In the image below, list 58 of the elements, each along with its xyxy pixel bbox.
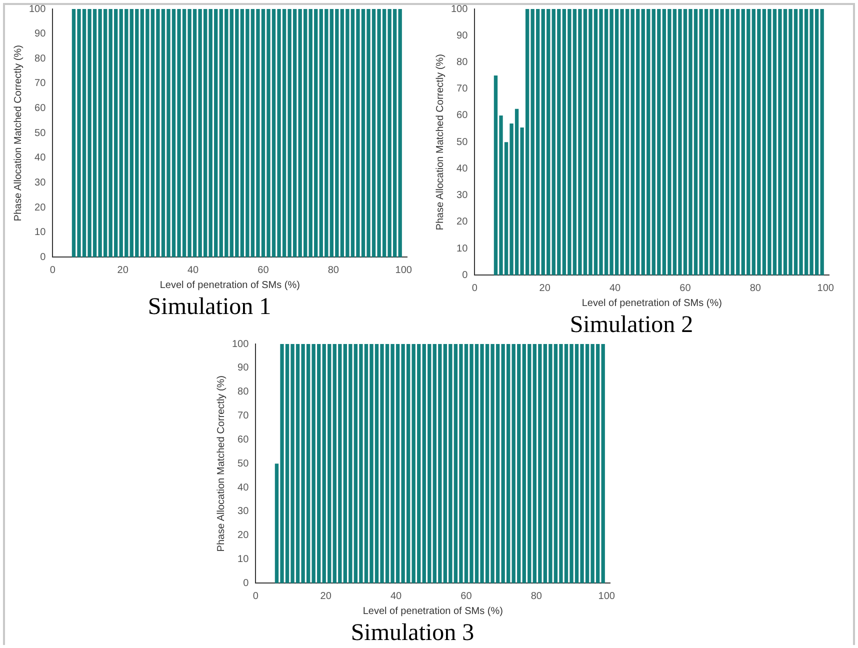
- y-tick-label: 40: [34, 152, 46, 164]
- y-tick-label: 20: [34, 202, 46, 214]
- x-tick-label: 60: [258, 264, 270, 276]
- y-tick-label: 30: [238, 506, 250, 518]
- y-tick-label: 30: [34, 177, 46, 188]
- y-tick-label: 10: [34, 227, 46, 238]
- x-tick-label: 20: [117, 264, 129, 276]
- y-tick-label: 70: [34, 78, 46, 90]
- text: Simulation 3: [350, 620, 474, 646]
- x-tick-label: 40: [390, 590, 402, 602]
- y-axis-title: Phase Allocation Matched Correctly (%): [12, 45, 24, 222]
- y-tick-label: 60: [238, 434, 250, 446]
- y-tick-label: 90: [456, 30, 468, 42]
- x-axis-title: Level of penetration of SMs (%): [362, 606, 503, 617]
- x-tick-label: 80: [530, 590, 542, 602]
- x-tick-label: 20: [320, 590, 332, 602]
- y-tick-label: 10: [456, 243, 468, 254]
- x-tick-label: 100: [395, 264, 412, 276]
- y-tick-label: 80: [456, 56, 468, 68]
- y-tick-label: 0: [40, 252, 46, 263]
- text: Simulation 2: [570, 312, 694, 338]
- y-tick-label: 60: [456, 110, 468, 122]
- y-tick-label: 20: [456, 216, 468, 228]
- y-tick-label: 0: [243, 578, 250, 589]
- x-axis-title: Level of penetration of SMs (%): [160, 280, 300, 291]
- x-tick-label: 40: [187, 264, 200, 276]
- y-tick-label: 90: [34, 28, 46, 40]
- y-tick-label: 30: [456, 190, 468, 202]
- x-tick-label: 40: [609, 282, 622, 294]
- x-tick-label: 0: [472, 282, 478, 294]
- x-tick-label: 20: [539, 282, 551, 294]
- y-tick-label: 100: [28, 4, 46, 15]
- y-tick-label: 40: [238, 482, 250, 494]
- x-tick-label: 60: [680, 282, 692, 294]
- x-tick-label: 100: [817, 282, 834, 294]
- x-tick-label: 100: [598, 590, 616, 602]
- y-tick-label: 60: [34, 103, 46, 114]
- y-tick-label: 70: [238, 410, 250, 422]
- y-tick-label: 50: [34, 128, 46, 139]
- y-tick-label: 40: [456, 163, 468, 174]
- x-tick-label: 0: [252, 590, 259, 602]
- x-tick-label: 80: [750, 282, 762, 294]
- y-tick-label: 80: [34, 53, 46, 64]
- x-axis-title: Level of penetration of SMs (%): [582, 298, 722, 309]
- y-tick-label: 100: [450, 4, 468, 15]
- y-tick-label: 100: [232, 338, 250, 350]
- y-tick-label: 50: [456, 136, 468, 148]
- x-tick-label: 80: [328, 264, 340, 276]
- y-tick-label: 10: [238, 554, 250, 566]
- y-axis-title: Phase Allocation Matched Correctly (%): [216, 376, 227, 552]
- text: Simulation 1: [148, 294, 272, 320]
- y-tick-label: 20: [238, 530, 250, 542]
- y-axis-title: Phase Allocation Matched Correctly (%): [434, 54, 446, 230]
- y-tick-label: 70: [456, 84, 468, 95]
- y-tick-label: 90: [238, 362, 250, 374]
- x-tick-label: 0: [50, 264, 56, 276]
- y-tick-label: 80: [238, 386, 250, 398]
- y-tick-label: 50: [238, 458, 250, 470]
